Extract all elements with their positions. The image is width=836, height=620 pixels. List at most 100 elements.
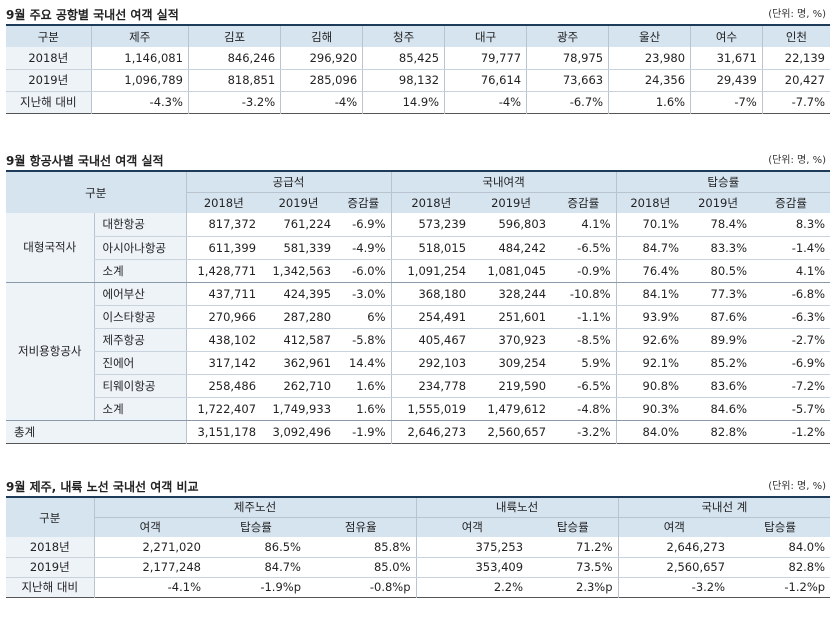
cell-value: 285,096 [280,69,363,92]
cell-value: 31,671 [690,47,763,70]
header-airport: 김포 [187,25,281,47]
cell-value: -4.3% [90,91,189,113]
header-category: 구분 [6,25,92,47]
table-row: 2019년 2,177,248 84.7% 85.0% 353,409 73.5% 2,56… [6,557,831,578]
header-group: 내륙노선 [415,497,619,517]
header-airport: 인천 [761,25,830,47]
cell-value: -3.2% [187,91,281,113]
cell-value: -6.9% [752,351,831,375]
table-row: 제주항공 438,102 412,587 -5.8% 405,467 370,923 -8.… [6,328,831,352]
cell-value: 484,242 [471,236,552,260]
cell-value: 73.5% [528,557,619,578]
subheader: 2018년 [615,191,685,213]
cell-value: 84.7% [206,557,306,578]
header-row: 구분 공급석 국내여객 탑승률 [6,171,831,213]
cell-value: 77.3% [684,282,753,306]
cell-value: 1,096,789 [90,69,189,92]
cell-value: 84.0% [615,420,685,443]
subheader: 2019년 [471,191,552,213]
cell-value: 14.4% [336,351,392,375]
airport-table-title: 9월 주요 공항별 국내선 여객 실적 [6,8,179,22]
row-label: 2019년 [6,557,94,578]
cell-value: 29,439 [690,69,763,92]
cell-value: -6.0% [336,259,392,283]
header-airport: 울산 [608,25,691,47]
table-row: 아시아나항공 611,399 581,339 -4.9% 518,015 484,242-… [6,236,831,260]
cell-value: 438,102 [185,328,262,352]
cell-value: 1,555,019 [390,397,472,421]
cell-value: 78,975 [526,47,609,70]
cell-value: 3,092,496 [272,424,332,439]
cell-value: 2,646,273 [617,537,731,558]
table-row: 2018년 1,146,081 846,246 296,920 85,425 79,777… [6,47,830,70]
cell-value: 4.1% [752,259,831,283]
cell-value: 85,425 [362,47,445,70]
airline-label: 진에어 [93,351,187,375]
cell-value: 8.3% [752,213,831,237]
airline-section: 9월 항공사별 국내선 여객 실적 (단위: 명, %) 구분 공급석 국내여객 탑승… [6,152,831,444]
cell-value: -3.0% [336,282,392,306]
header-airport: 대구 [444,25,527,47]
cell-value: 846,246 [187,47,281,70]
table-row: 지난해 대비 -4.3% -3.2% -4% 14.9% -4% -6.7% 1.6% -7% -… [6,91,830,113]
cell-value: -7% [690,91,763,113]
cell-value: 573,239 [390,213,472,237]
cell-value: 262,710 [261,374,337,398]
subheader: 여객 [617,516,731,537]
subheader: 증감률 [752,191,831,213]
airline-table: 구분 공급석 국내여객 탑승률 2018년 2019년 증감률 2018년 2019년 증감률 20… [6,170,831,444]
cell-value: -3.2% [577,424,611,439]
cell-value: -6.7% [526,91,609,113]
cell-value: -8.5% [551,328,617,352]
table-row: 대형국적사 대한항공 817,372 761,224 -6.9% 573,239 596,8… [6,213,831,283]
cell-value: -4.8% [551,397,617,421]
cell-value: -4% [444,91,527,113]
cell-value: 71.2% [528,537,619,558]
subheader: 탑승률 [206,516,306,537]
cell-value: 1,081,045 [471,259,552,283]
cell-value: -5.7% [752,397,831,421]
cell-value: 78.4% [684,213,753,237]
cell-value: 76.4% [615,259,685,283]
row-label: 지난해 대비 [6,91,92,113]
cell-value: 70.1% [615,213,685,237]
cell-value: 375,253 [415,537,529,558]
cell-value: 296,920 [280,47,363,70]
cell-value: 2,560,657 [617,557,731,578]
cell-value: 22,139 [761,47,830,70]
cell-value: -7.7% [761,91,830,113]
header-group: 공급석 [185,171,392,192]
cell-value: 20,427 [761,69,830,92]
cell-value: 1.6% [336,374,392,398]
header-airport: 제주 [90,25,189,47]
airline-label: 대한항공 [93,213,187,237]
cell-value: 87.6% [684,305,753,329]
cell-value: 1,479,612 [471,397,552,421]
table-row: 2018년 2,271,020 86.5% 85.8% 375,253 71.2% 2,64… [6,537,831,558]
header-airport: 청주 [362,25,445,47]
cell-value: 2,646,273 [390,420,472,443]
category-label: 저비용항공사 [6,282,94,421]
cell-value: 368,180 [390,282,472,306]
cell-value: 1,428,771 [185,259,262,283]
table-row: 티웨이항공 258,486 262,710 1.6% 234,778 219,590 -6.… [6,374,831,398]
cell-value: 254,491 [390,305,472,329]
cell-value: 83.3% [684,236,753,260]
cell-value: -1.9%p [260,580,301,594]
cell-value: 818,851 [187,69,281,92]
cell-value: 93.9% [615,305,685,329]
cell-value: 98,132 [362,69,445,92]
cell-value: 1.6% [608,91,691,113]
cell-value: -2.7% [752,328,831,352]
total-row: 총계 3,151,178 3,092,496 -1.9% 2,646,273 2,560,… [6,420,831,443]
cell-value: 2.2% [415,577,529,597]
header-airport: 여수 [690,25,763,47]
cell-value: 82.8% [730,557,831,578]
table-row: 이스타항공 270,966 287,280 6% 254,491 251,601 -1.1%… [6,305,831,329]
cell-value: 83.6% [684,374,753,398]
cell-value: 234,778 [390,374,472,398]
row-label: 2018년 [6,537,94,558]
cell-value: -6.9% [336,213,392,237]
cell-value: 581,339 [261,236,337,260]
table-row: 지난해 대비 -4.1% -1.9%p -0.8%p 2.2% 2.3%p -3.2% -1.… [6,577,831,597]
